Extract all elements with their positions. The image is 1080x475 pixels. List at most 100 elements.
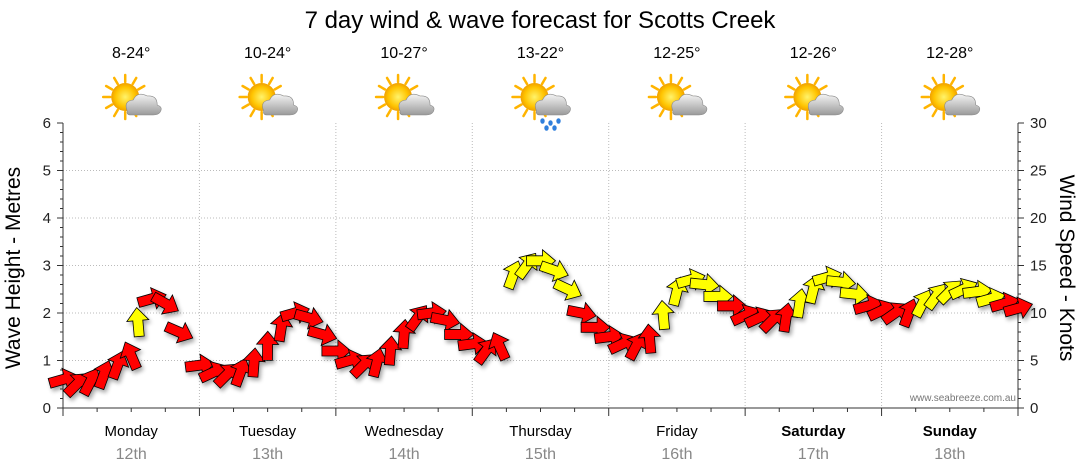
day-name-label: Monday xyxy=(105,423,159,440)
left-tick-label: 2 xyxy=(43,305,51,322)
sun-ray xyxy=(795,108,802,118)
day-name-label: Thursday xyxy=(509,423,572,440)
wind-arrow xyxy=(552,278,582,301)
sun-ray xyxy=(385,76,392,86)
left-tick-label: 5 xyxy=(43,163,51,180)
day-name-label: Wednesday xyxy=(365,423,444,440)
sun-ray xyxy=(409,84,419,91)
sun-ray xyxy=(813,76,820,86)
sun-ray xyxy=(955,84,965,91)
wind-arrow xyxy=(365,347,389,379)
wind-arrow xyxy=(150,291,179,315)
left-tick-label: 4 xyxy=(43,210,51,227)
partly-cloudy-icon xyxy=(647,73,708,121)
day-date-label: 17th xyxy=(798,446,829,463)
day-date-label: 14th xyxy=(389,446,420,463)
day-date-label: 13th xyxy=(252,446,283,463)
right-tick-label: 10 xyxy=(1030,305,1047,322)
wind-arrow xyxy=(242,347,266,378)
sun-ray xyxy=(658,108,665,118)
sun-ray xyxy=(795,76,802,86)
right-tick-label: 25 xyxy=(1030,163,1047,180)
wind-arrow xyxy=(255,330,280,361)
rain-drop xyxy=(552,125,557,131)
temperature-label: 13-22° xyxy=(517,45,564,62)
partly-cloudy-icon xyxy=(238,73,298,121)
temperature-label: 8-24° xyxy=(112,45,150,62)
left-tick-label: 3 xyxy=(43,258,51,275)
sun-ray xyxy=(267,76,274,86)
day-name-label: Tuesday xyxy=(239,423,296,440)
wind-arrow xyxy=(774,302,799,333)
left-tick-label: 6 xyxy=(43,115,51,132)
sun-ray xyxy=(677,76,684,86)
sun-ray xyxy=(923,103,933,110)
rain-drop xyxy=(556,118,561,124)
sun-ray xyxy=(241,103,250,110)
cloud-shape xyxy=(125,93,162,116)
rain-drop xyxy=(544,125,549,131)
wind-arrow xyxy=(689,272,720,297)
sun-ray xyxy=(131,76,138,86)
right-tick-label: 15 xyxy=(1030,258,1047,275)
left-tick-label: 0 xyxy=(43,400,51,417)
cloud-shape xyxy=(535,93,571,116)
cloud-shape xyxy=(398,93,435,116)
sun-ray xyxy=(540,76,547,86)
day-name-label: Sunday xyxy=(923,423,978,440)
sun-ray xyxy=(650,84,660,91)
sun-ray xyxy=(950,76,957,86)
sun-ray xyxy=(682,84,692,91)
wind-arrows xyxy=(47,248,1034,399)
cloud-shape xyxy=(944,93,981,116)
sun-ray xyxy=(377,84,387,91)
temperature-label: 12-25° xyxy=(653,45,700,62)
sun-ray xyxy=(514,103,523,110)
temperature-label: 10-27° xyxy=(380,45,427,62)
sun-ray xyxy=(787,84,796,91)
wind-arrow xyxy=(717,294,748,318)
wind-arrow xyxy=(378,335,403,366)
sun-ray xyxy=(385,108,392,118)
day-axis: Monday 12th Tuesday 13th Wednesday 14th Thursd… xyxy=(62,408,1019,463)
wind-arrow xyxy=(163,321,194,344)
sun-ray xyxy=(931,108,938,118)
sun-ray xyxy=(522,76,529,86)
day-date-label: 18th xyxy=(934,446,965,463)
partly-cloudy-icon xyxy=(374,73,435,121)
day-date-label: 16th xyxy=(661,446,692,463)
wind-arrow xyxy=(107,350,130,381)
sun-ray xyxy=(522,108,529,118)
credit-text: www.seabreeze.com.au xyxy=(909,393,1016,404)
partly-cloudy-icon xyxy=(784,73,844,121)
sun-ray xyxy=(249,108,256,118)
wind-arrow xyxy=(293,306,324,330)
temperature-label: 12-26° xyxy=(790,45,837,62)
wind-arrow xyxy=(566,301,597,325)
rain-drop xyxy=(540,118,545,124)
sun-ray xyxy=(377,103,387,110)
temperature-label: 10-24° xyxy=(244,45,291,62)
wind-arrow xyxy=(839,282,870,306)
right-axis-title: Wind Speed - Knots xyxy=(1055,175,1078,362)
sun-ray xyxy=(241,84,250,91)
right-tick-label: 20 xyxy=(1030,210,1047,227)
sun-ray xyxy=(404,76,411,86)
wind-arrow xyxy=(429,308,461,333)
day-date-label: 15th xyxy=(525,446,556,463)
wind-arrow xyxy=(651,299,675,331)
day-date-label: 12th xyxy=(116,446,147,463)
sun-ray xyxy=(104,84,114,91)
sun-ray xyxy=(249,76,256,86)
forecast-header: 8-24° 10-24° 10-27° 13-22° 12-25° 12-26° 12-28… xyxy=(101,45,981,131)
right-tick-label: 5 xyxy=(1030,353,1038,370)
temperature-label: 12-28° xyxy=(926,45,973,62)
sun-ray xyxy=(819,84,828,91)
cloud-shape xyxy=(671,93,708,116)
right-tick-label: 0 xyxy=(1030,400,1038,417)
sun-ray xyxy=(136,84,146,91)
cloud-shape xyxy=(807,93,844,116)
day-name-label: Saturday xyxy=(781,423,846,440)
sun-ray xyxy=(787,103,796,110)
wind-arrow xyxy=(306,323,338,347)
